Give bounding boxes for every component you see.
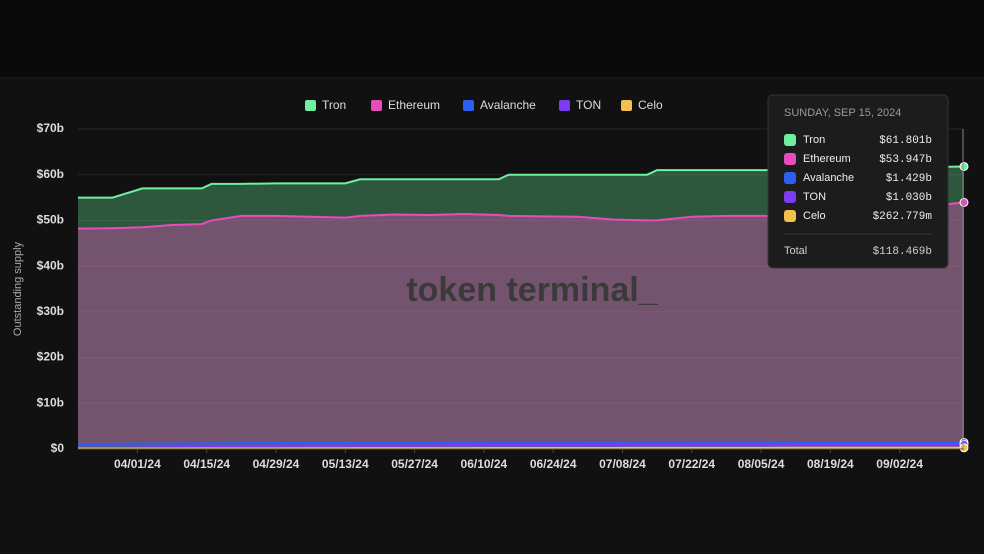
end-marker xyxy=(959,197,969,207)
tooltip-name: Tron xyxy=(803,134,825,146)
tooltip-date: SUNDAY, SEP 15, 2024 xyxy=(784,107,901,119)
end-marker xyxy=(959,161,969,171)
y-tick-label: $60b xyxy=(37,167,64,181)
y-tick-label: $40b xyxy=(37,258,64,272)
tooltip-value: $1.030b xyxy=(886,192,932,204)
x-tick-label: 06/24/24 xyxy=(530,457,577,471)
y-tick-label: $20b xyxy=(37,350,64,364)
y-axis-label: Outstanding supply xyxy=(12,241,24,336)
x-tick-label: 04/15/24 xyxy=(183,457,230,471)
legend-label: Ethereum xyxy=(388,98,440,112)
legend-swatch xyxy=(371,100,382,111)
legend-swatch xyxy=(463,100,474,111)
end-marker xyxy=(959,443,969,453)
tooltip-total-label: Total xyxy=(784,245,807,257)
x-tick-label: 04/01/24 xyxy=(114,457,161,471)
legend-label: Avalanche xyxy=(480,98,536,112)
tooltip-name: Celo xyxy=(803,210,826,222)
legend-swatch xyxy=(621,100,632,111)
area xyxy=(78,202,964,449)
y-tick-label: $10b xyxy=(37,395,64,409)
tooltip-name: Ethereum xyxy=(803,153,851,165)
tooltip-value: $1.429b xyxy=(886,173,932,185)
legend-swatch xyxy=(305,100,316,111)
area xyxy=(78,166,964,449)
legend-label: Tron xyxy=(322,98,346,112)
y-tick-label: $70b xyxy=(37,121,64,135)
x-tick-label: 07/08/24 xyxy=(599,457,646,471)
tooltip-swatch xyxy=(784,210,796,222)
legend: Tron Ethereum Avalanche TON Celo xyxy=(305,98,663,112)
x-tick-label: 04/29/24 xyxy=(253,457,300,471)
tooltip-total: $118.469b xyxy=(873,246,932,258)
watermark: token terminal_ xyxy=(406,271,658,309)
y-tick-label: $50b xyxy=(37,213,64,227)
plot: $0 $10b $20b $30b $40b $50b $60b $70b 04/01/24 04… xyxy=(37,121,969,471)
legend-label: TON xyxy=(576,98,601,112)
line xyxy=(78,443,964,450)
tooltip-swatch xyxy=(784,191,796,203)
tooltip-swatch xyxy=(784,153,796,165)
tooltip-name: TON xyxy=(803,191,826,203)
tooltip-box xyxy=(767,94,949,269)
tooltip-value: $262.779m xyxy=(873,211,933,223)
x-tick-label: 05/27/24 xyxy=(391,457,438,471)
tooltip-swatch xyxy=(784,172,796,184)
x-tick-label: 08/19/24 xyxy=(807,457,854,471)
x-tick-label: 06/10/24 xyxy=(461,457,508,471)
line xyxy=(77,441,965,445)
tooltip: SUNDAY, SEP 15, 2024 Total $118.469b Tro… xyxy=(767,94,949,269)
legend-swatch xyxy=(559,100,570,111)
x-tick-label: 07/22/24 xyxy=(668,457,715,471)
tooltip-value: $61.801b xyxy=(879,135,932,147)
x-tick-label: 09/02/24 xyxy=(876,457,923,471)
y-tick-label: $30b xyxy=(37,304,64,318)
tooltip-swatch xyxy=(784,134,796,146)
tooltip-name: Avalanche xyxy=(803,172,854,184)
x-tick-label: 05/13/24 xyxy=(322,457,369,471)
x-tick-label: 08/05/24 xyxy=(738,457,785,471)
y-tick-label: $0 xyxy=(51,441,65,455)
legend-label: Celo xyxy=(638,98,663,112)
top-bar xyxy=(0,0,984,78)
line xyxy=(78,446,965,450)
tooltip-value: $53.947b xyxy=(879,154,932,166)
